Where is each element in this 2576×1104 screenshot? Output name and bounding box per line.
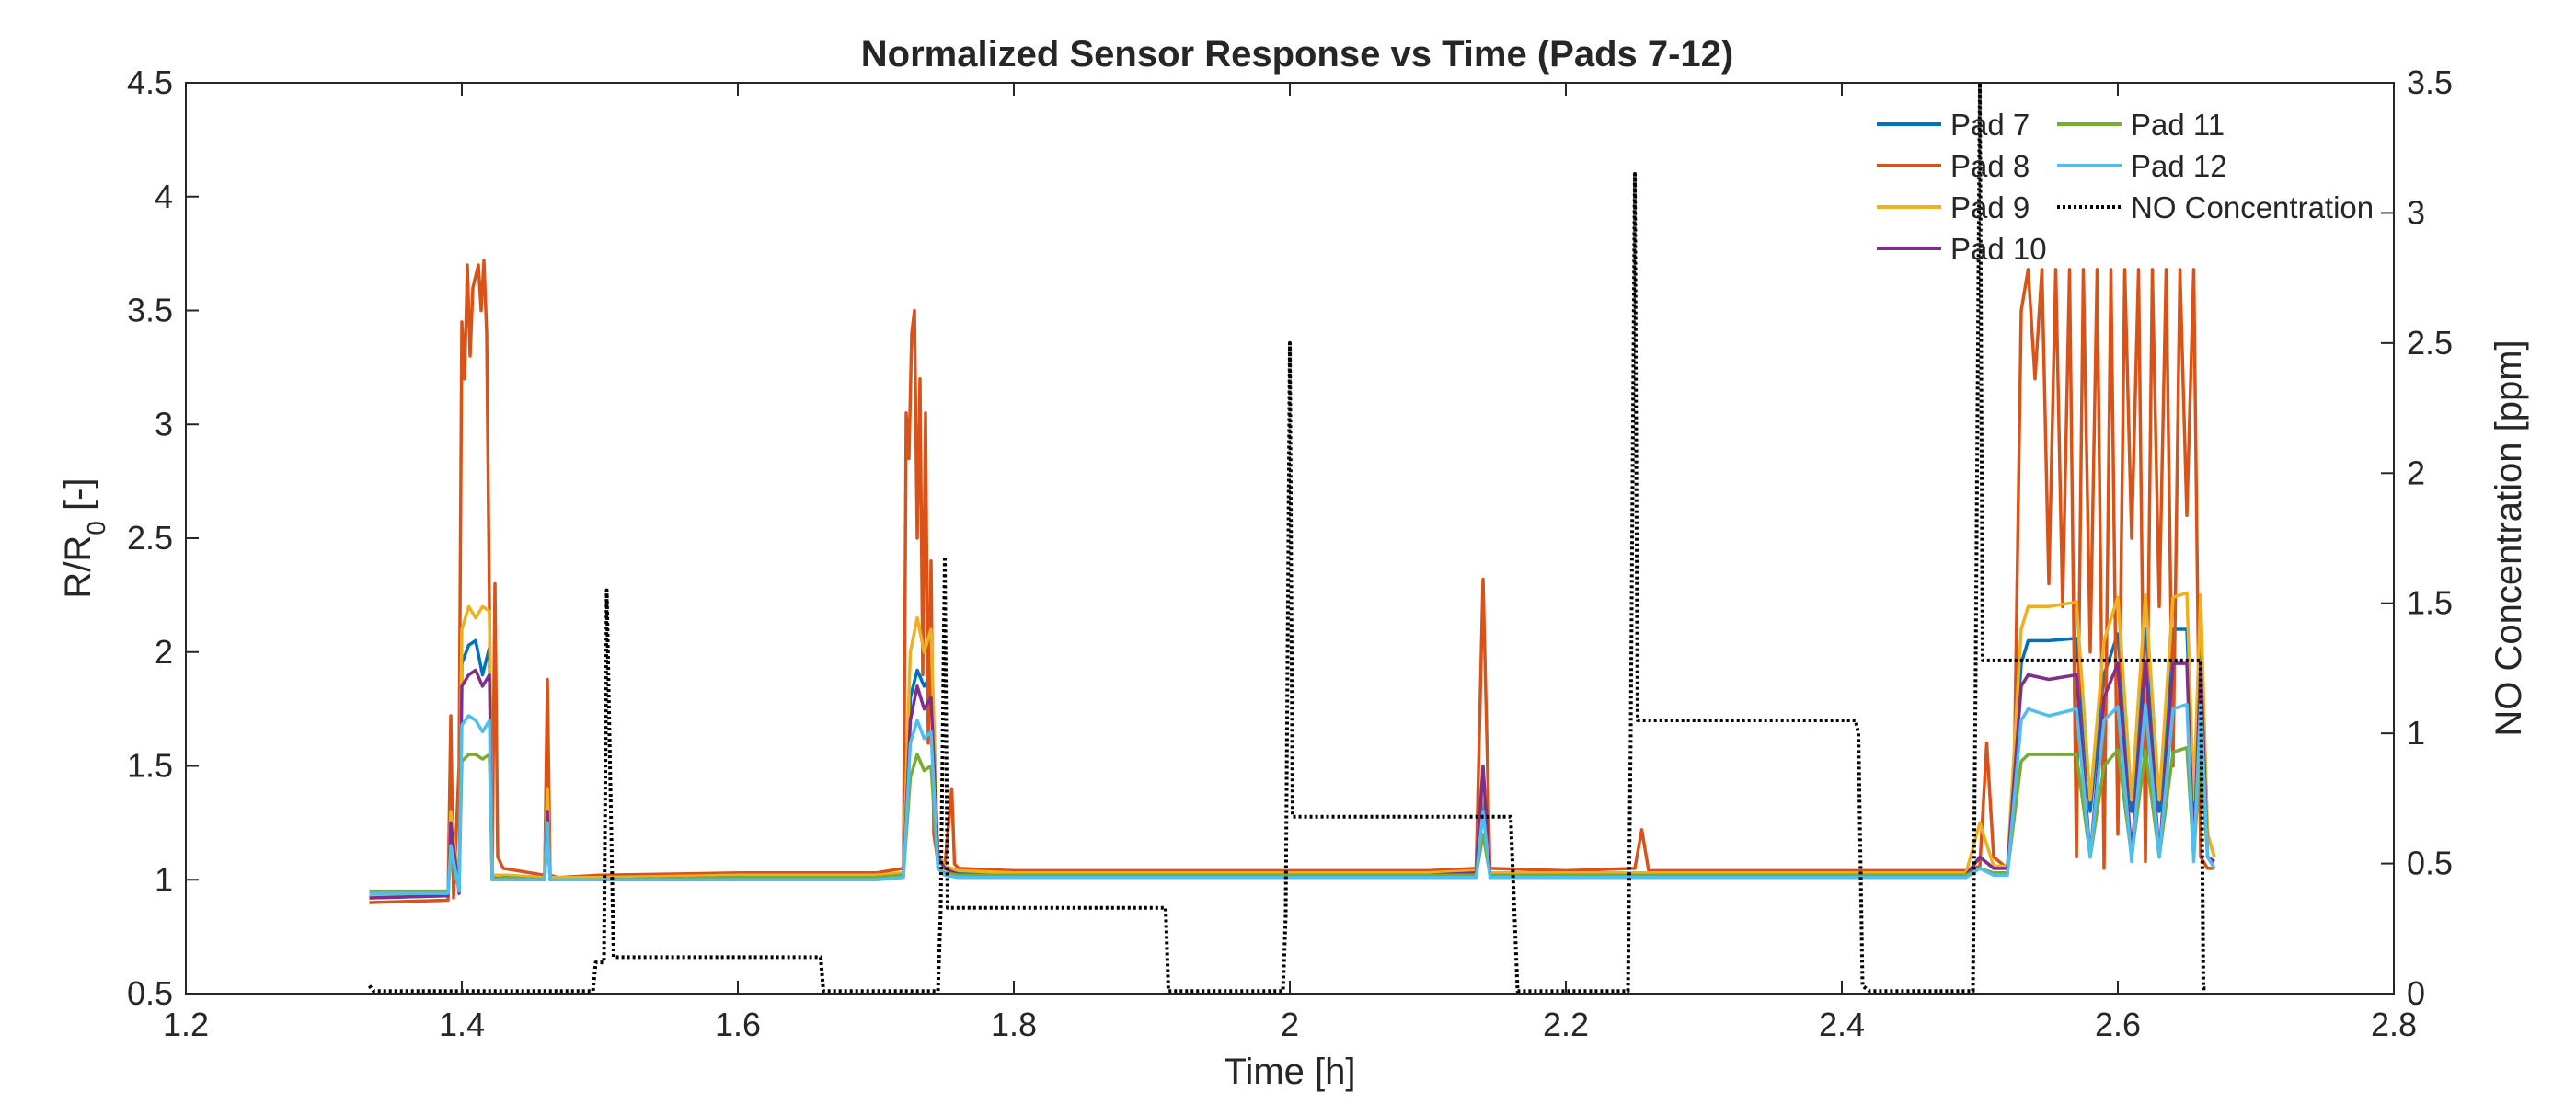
chart-title: Normalized Sensor Response vs Time (Pads… [861, 34, 1734, 75]
x-tick-label: 1.6 [715, 1006, 761, 1043]
legend-label: Pad 9 [1950, 190, 2030, 224]
y-axis-left: 0.5 1 1.5 2 2.5 3 3.5 4 4.5 [127, 63, 199, 1012]
y-right-tick-label: 0.5 [2407, 845, 2453, 882]
y-right-tick-label: 0 [2407, 974, 2425, 1012]
y-right-tick-label: 3.5 [2407, 63, 2453, 101]
legend-label: NO Concentration [2131, 190, 2374, 224]
series-line-no-concentration [367, 83, 2208, 994]
legend-label: Pad 11 [2131, 108, 2225, 142]
y-axis-left-label-tail: [-] [58, 477, 98, 521]
legend-label: Pad 12 [2131, 149, 2227, 183]
y-left-tick-label: 2.5 [127, 519, 173, 557]
x-tick-label: 1.4 [439, 1006, 485, 1043]
y-axis-left-label-subscript: 0 [82, 521, 110, 535]
legend-label: Pad 10 [1950, 232, 2047, 266]
y-axis-left-label-main: R/R [58, 535, 98, 599]
y-left-tick-label: 0.5 [127, 974, 173, 1012]
series-line-pad-7 [369, 623, 2216, 900]
y-axis-right: 0 0.5 1 1.5 2 2.5 3 3.5 [2381, 63, 2453, 1012]
x-tick-label: 2.4 [1819, 1006, 1865, 1043]
y-left-tick-label: 3.5 [127, 292, 173, 329]
y-axis-left-label: R/R0 [-] [58, 477, 110, 598]
legend-label: Pad 8 [1950, 149, 2030, 183]
x-tick-label: 2.6 [2095, 1006, 2141, 1043]
y-right-tick-label: 1 [2407, 714, 2425, 752]
x-axis-label: Time [h] [1225, 1052, 1356, 1092]
y-left-tick-label: 2 [155, 633, 173, 671]
legend-label: Pad 7 [1950, 108, 2030, 142]
y-left-tick-label: 4.5 [127, 63, 173, 101]
x-tick-label: 1.2 [163, 1006, 209, 1043]
y-right-tick-label: 1.5 [2407, 584, 2453, 622]
x-tick-label: 2.2 [1543, 1006, 1589, 1043]
y-left-tick-label: 4 [155, 178, 173, 215]
series-line-pad-12 [369, 700, 2216, 895]
y-right-tick-label: 2 [2407, 454, 2425, 491]
x-tick-label: 2.8 [2371, 1006, 2417, 1043]
series-line-pad-9 [369, 591, 2216, 898]
y-axis-right-label: NO Concentration [ppm] [2489, 339, 2529, 736]
y-left-tick-label: 3 [155, 405, 173, 443]
x-tick-label: 1.8 [991, 1006, 1037, 1043]
y-right-tick-label: 2.5 [2407, 324, 2453, 362]
y-left-tick-label: 1.5 [127, 747, 173, 785]
plot-area [367, 83, 2216, 994]
y-left-tick-label: 1 [155, 860, 173, 898]
legend: Pad 7 Pad 8 Pad 9 Pad 10 Pad 11 Pad 12 NO Conc… [1877, 108, 2374, 266]
y-right-tick-label: 3 [2407, 193, 2425, 231]
x-tick-label: 2 [1281, 1006, 1299, 1043]
x-axis: 1.2 1.4 1.6 1.8 2 2.2 2.4 2.6 2.8 [163, 83, 2417, 1043]
